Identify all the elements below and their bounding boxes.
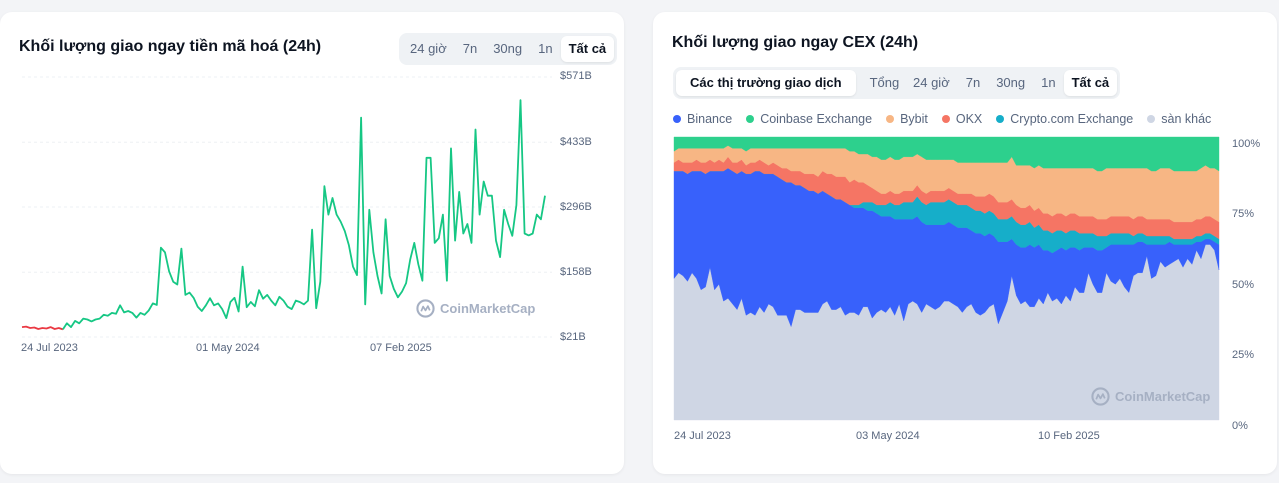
x-tick: 01 May 2024 xyxy=(196,342,260,354)
legend-dot xyxy=(746,115,755,123)
cex-volume-card: Khối lượng giao ngay CEX (24h) Các thị t… xyxy=(653,12,1277,474)
watermark-text: CoinMarketCap xyxy=(440,301,536,316)
legend-label: Coinbase Exchange xyxy=(760,112,873,126)
y-tick: $433B xyxy=(560,136,592,148)
y-tick: 50% xyxy=(1232,279,1255,291)
watermark: CoinMarketCap xyxy=(1091,387,1210,406)
range-all[interactable]: Tất cả xyxy=(560,36,615,62)
range-7d[interactable]: 7n xyxy=(965,75,981,90)
range-1y[interactable]: 1n xyxy=(1041,75,1056,90)
legend-item-others[interactable]: sàn khác xyxy=(1147,112,1211,126)
x-tick: 03 May 2024 xyxy=(856,430,920,442)
tab-exchanges[interactable]: Các thị trường giao dịch xyxy=(676,70,856,96)
watermark-text: CoinMarketCap xyxy=(1115,389,1211,404)
card-title: Khối lượng giao ngay tiền mã hoá (24h) xyxy=(19,38,322,55)
legend-dot xyxy=(673,115,681,123)
y-tick: 25% xyxy=(1232,349,1255,361)
y-tick: $571B xyxy=(560,70,592,82)
legend-label: Crypto.com Exchange xyxy=(1010,112,1134,126)
y-tick: $21B xyxy=(560,331,586,343)
legend-label: OKX xyxy=(955,112,983,126)
view-tabs: Các thị trường giao dịch Tổng xyxy=(673,67,917,99)
legend-item-binance[interactable]: Binance xyxy=(673,112,732,126)
legend-item-bybit[interactable]: Bybit xyxy=(886,112,928,126)
coinmarketcap-logo-icon xyxy=(1091,387,1110,406)
cex-volume-area-chart[interactable] xyxy=(653,12,1277,474)
legend-label: Bybit xyxy=(900,112,928,126)
legend-item-coinbase[interactable]: Coinbase Exchange xyxy=(746,112,872,126)
y-tick: $158B xyxy=(560,266,592,278)
legend-label: sàn khác xyxy=(1161,112,1212,126)
y-tick: 0% xyxy=(1232,420,1248,432)
legend-item-cryptocom[interactable]: Crypto.com Exchange xyxy=(996,112,1133,126)
coinmarketcap-logo-icon xyxy=(416,299,435,318)
area-coinbase-exchange xyxy=(673,136,1220,172)
range-24h[interactable]: 24 giờ xyxy=(913,75,950,90)
card-title: Khối lượng giao ngay CEX (24h) xyxy=(672,34,919,51)
legend-item-okx[interactable]: OKX xyxy=(941,112,983,126)
y-tick: 100% xyxy=(1232,138,1261,150)
y-tick: $296B xyxy=(560,201,592,213)
legend-dot xyxy=(1147,115,1156,123)
range-30d[interactable]: 30ng xyxy=(493,41,523,56)
range-30d[interactable]: 30ng xyxy=(996,75,1026,90)
legend-dot xyxy=(886,115,895,123)
range-selector: 24 giờ 7n 30ng 1n Tất cả xyxy=(902,67,1121,99)
y-tick: 75% xyxy=(1232,208,1255,220)
spot-volume-card: Khối lượng giao ngay tiền mã hoá (24h) 2… xyxy=(0,12,624,474)
volume-line-up xyxy=(62,99,546,330)
watermark: CoinMarketCap xyxy=(416,299,535,318)
spot-volume-line-chart[interactable] xyxy=(0,12,624,474)
volume-line-down xyxy=(21,325,64,331)
range-selector: 24 giờ 7n 30ng 1n Tất cả xyxy=(399,33,618,65)
range-all[interactable]: Tất cả xyxy=(1063,70,1118,96)
range-7d[interactable]: 7n xyxy=(462,41,478,56)
range-1y[interactable]: 1n xyxy=(538,41,553,56)
x-tick: 07 Feb 2025 xyxy=(370,342,432,354)
legend-dot xyxy=(941,115,950,123)
x-tick: 24 Jul 2023 xyxy=(674,430,731,442)
x-tick: 10 Feb 2025 xyxy=(1038,430,1100,442)
legend-dot xyxy=(996,115,1005,123)
legend-label: Binance xyxy=(687,112,733,126)
chart-legend: Binance Coinbase Exchange Bybit OKX Cryp… xyxy=(673,112,1211,126)
tab-total[interactable]: Tổng xyxy=(869,75,900,90)
range-24h[interactable]: 24 giờ xyxy=(410,41,447,56)
x-tick: 24 Jul 2023 xyxy=(21,342,78,354)
